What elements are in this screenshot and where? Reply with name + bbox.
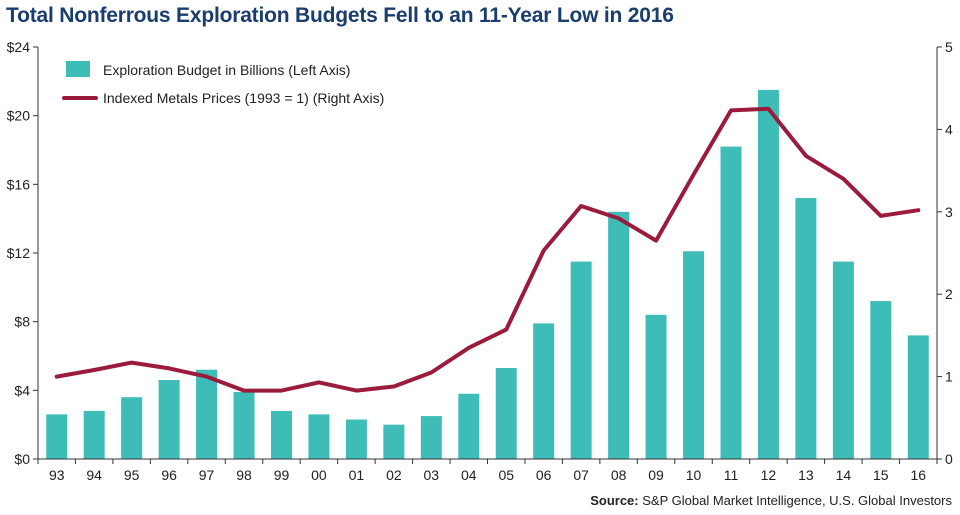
x-tick-label: 95 [124,467,140,483]
x-tick-label: 07 [573,467,589,483]
bar-12 [757,89,779,460]
bar-16 [907,335,929,459]
line-point-03 [430,371,432,373]
legend: Exploration Budget in Billions (Left Axi… [62,61,384,106]
right-tick-label: 1 [945,369,953,385]
source-label: Source: [590,493,639,508]
line-point-11 [730,109,732,111]
bar-93 [46,414,68,459]
bar-14 [832,261,854,459]
line-point-04 [468,347,470,349]
source-text: S&P Global Market Intelligence, U.S. Glo… [642,493,952,508]
x-tick-label: 96 [161,467,177,483]
line-point-02 [393,385,395,387]
x-tick-label: 94 [86,467,102,483]
line-point-05 [505,329,507,331]
source-note: Source: S&P Global Market Intelligence, … [590,493,952,508]
line-series [54,106,921,393]
line-point-94 [93,369,95,371]
line-point-98 [243,390,245,392]
x-tick-label: 03 [424,467,440,483]
x-tick-label: 11 [724,467,739,483]
x-tick-label: 02 [386,467,402,483]
line-point-14 [842,178,844,180]
line-point-06 [543,250,545,252]
bar-05 [495,368,517,459]
bar-99 [270,410,292,459]
right-tick-label: 0 [945,451,953,467]
bar-04 [458,393,480,459]
x-tick-label: 12 [761,467,777,483]
bar-01 [345,419,367,459]
metals-price-line [54,106,921,393]
x-tick-label: 10 [686,467,702,483]
bar-95 [121,397,143,459]
chart-title: Total Nonferrous Exploration Budgets Fel… [6,4,674,27]
x-tick-label: 05 [498,467,514,483]
line-point-01 [355,390,357,392]
line-point-13 [805,155,807,157]
legend-bar-swatch [66,61,90,77]
line-point-96 [168,367,170,369]
left-tick-label: $12 [7,245,31,261]
x-tick-label: 98 [236,467,252,483]
bar-11 [720,146,742,460]
bar-15 [870,301,892,459]
x-tick-label: 08 [611,467,627,483]
x-tick-label: 01 [349,467,365,483]
bar-07 [570,261,592,459]
bar-96 [158,380,180,459]
bar-03 [420,416,442,459]
left-tick-label: $0 [14,451,30,467]
legend-line-label: Indexed Metals Prices (1993 = 1) (Right … [103,90,384,106]
bar-13 [795,198,817,460]
left-tick-label: $24 [7,39,31,55]
line-point-99 [280,390,282,392]
line-point-07 [580,205,582,207]
bar-97 [196,369,218,459]
right-tick-label: 5 [945,39,953,55]
bar-08 [608,211,630,459]
right-tick-label: 2 [945,286,953,302]
bar-series [46,89,929,460]
line-point-97 [206,376,208,378]
bar-02 [383,424,405,459]
left-tick-label: $20 [7,108,31,124]
line-point-09 [655,240,657,242]
bar-98 [233,392,255,459]
x-tick-label: 00 [311,467,327,483]
x-tick-label: 04 [461,467,477,483]
x-tick-label: 13 [798,467,814,483]
line-point-95 [131,362,133,364]
x-tick-label: 99 [274,467,290,483]
line-point-12 [767,108,769,110]
bar-09 [645,314,667,459]
x-tick-label: 06 [536,467,552,483]
left-tick-label: $8 [14,314,30,330]
line-point-16 [917,209,919,211]
left-tick-label: $4 [14,382,30,398]
bar-06 [533,323,555,459]
line-point-15 [880,215,882,217]
left-tick-label: $16 [7,176,31,192]
right-tick-label: 3 [945,204,953,220]
bar-94 [83,410,105,459]
x-tick-label: 09 [648,467,664,483]
x-tick-label: 15 [873,467,889,483]
bar-10 [683,251,705,459]
legend-bar-label: Exploration Budget in Billions (Left Axi… [103,62,350,78]
line-point-08 [618,217,620,219]
right-tick-label: 4 [945,121,953,137]
line-point-10 [693,174,695,176]
x-tick-label: 16 [910,467,926,483]
x-tick-label: 93 [49,467,65,483]
line-point-93 [56,376,58,378]
line-point-00 [318,381,320,383]
x-tick-label: 97 [199,467,215,483]
bar-00 [308,414,330,459]
x-tick-label: 14 [836,467,852,483]
